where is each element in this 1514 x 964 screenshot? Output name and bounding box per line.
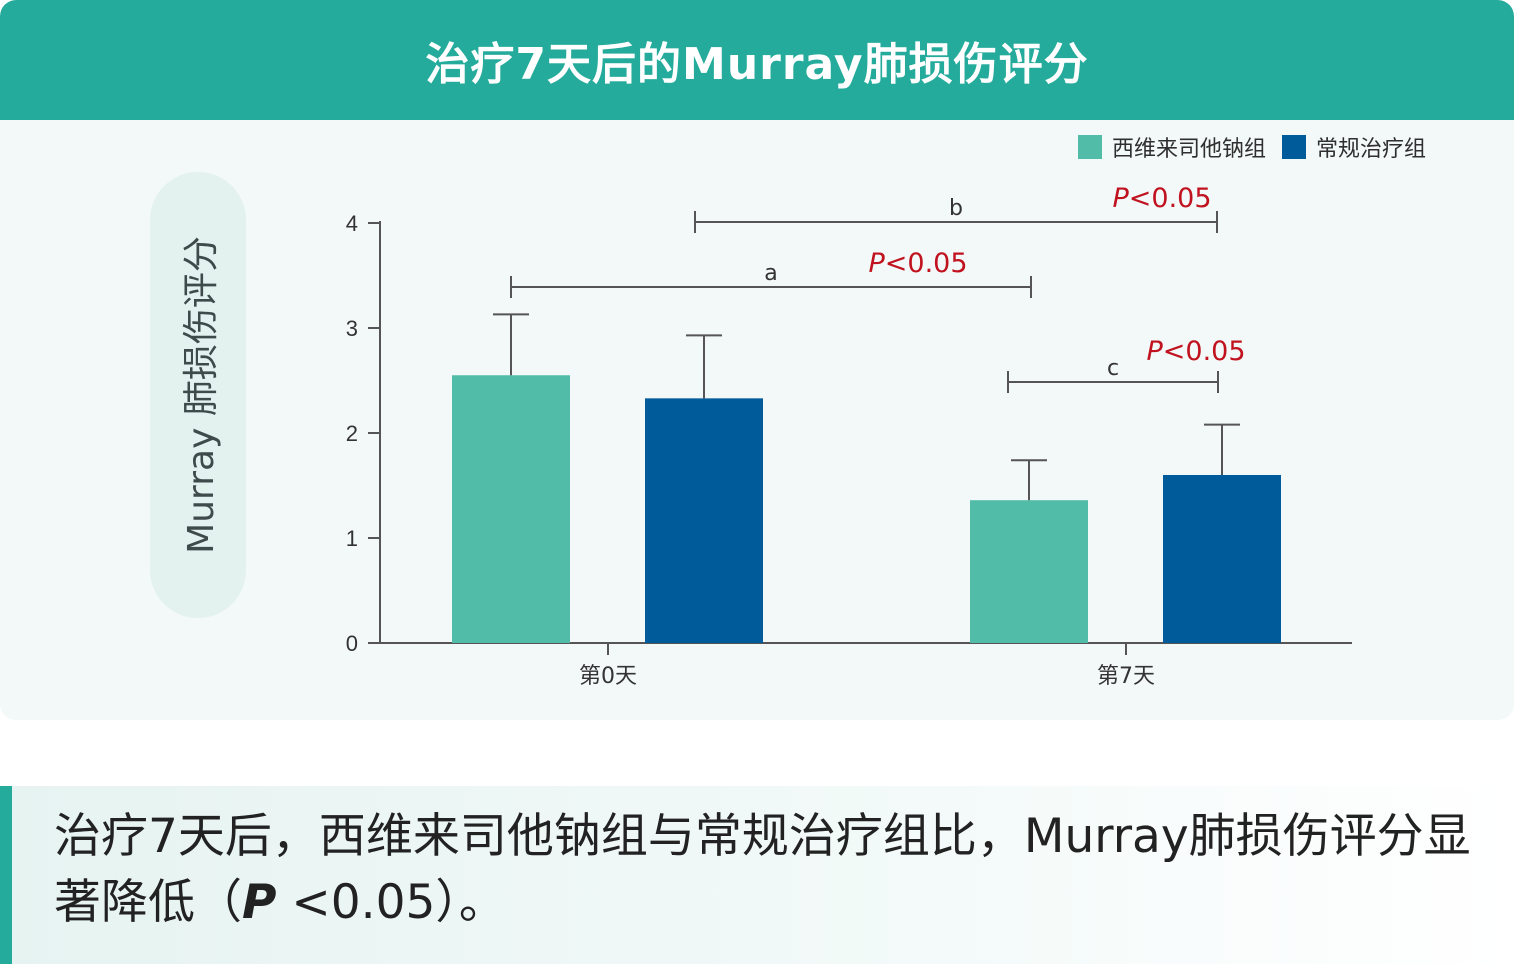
p-value-label: P<0.05 [1112, 183, 1211, 214]
p-value-text: <0.05 [885, 248, 968, 279]
bar [970, 500, 1088, 643]
p-value-italic: P [868, 248, 885, 279]
p-value-text: <0.05 [1129, 183, 1212, 214]
p-value-italic: P [1146, 336, 1163, 367]
chart-title: 治疗7天后的Murray肺损伤评分 [425, 39, 1089, 90]
p-value-label: P<0.05 [868, 248, 967, 279]
y-axis-label-pill: Murray 肺损伤评分 [150, 172, 246, 618]
legend-swatch-sivelestat [1077, 135, 1102, 159]
bar [645, 398, 763, 643]
y-tick-label: 1 [346, 526, 358, 551]
comparison-label: a [764, 261, 777, 286]
legend: 西维来司他钠组 常规治疗组 [1062, 131, 1426, 163]
comparison-label: c [1107, 356, 1119, 381]
y-tick-label: 4 [346, 211, 358, 236]
legend-label-sivelestat: 西维来司他钠组 [1111, 137, 1266, 162]
y-tick-label: 0 [346, 631, 358, 656]
x-tick-label: 第7天 [1097, 664, 1155, 689]
legend-item-sivelestat: 西维来司他钠组 [1077, 131, 1266, 163]
p-value-italic: P [1112, 183, 1129, 214]
legend-item-conventional: 常规治疗组 [1281, 131, 1426, 163]
chart-card: 治疗7天后的Murray肺损伤评分 Murray 肺损伤评分 西维来司他钠组 常… [0, 0, 1514, 720]
comparison-label: b [949, 196, 963, 221]
x-tick-label: 第0天 [579, 664, 637, 689]
summary-accent-bar [0, 786, 12, 964]
summary-box: 治疗7天后，西维来司他钠组与常规治疗组比，Murray肺损伤评分显著降低（P <… [0, 786, 1514, 964]
p-value-label: P<0.05 [1146, 336, 1245, 367]
legend-label-conventional: 常规治疗组 [1315, 137, 1426, 162]
y-tick-label: 2 [346, 421, 358, 446]
summary-text-pre: 治疗7天后，西维来司他钠组与常规治疗组比，Murray肺损伤评分显著降低（ [54, 809, 1471, 930]
summary-p-italic: P [242, 875, 277, 930]
bar [452, 375, 570, 643]
p-value-text: <0.05 [1163, 336, 1246, 367]
y-tick-label: 3 [346, 316, 358, 341]
bar [1163, 475, 1281, 643]
legend-swatch-conventional [1281, 135, 1306, 159]
summary-text-post: <0.05）。 [276, 875, 506, 930]
summary-text: 治疗7天后，西维来司他钠组与常规治疗组比，Murray肺损伤评分显著降低（P <… [54, 804, 1509, 936]
chart-header: 治疗7天后的Murray肺损伤评分 [0, 0, 1514, 120]
